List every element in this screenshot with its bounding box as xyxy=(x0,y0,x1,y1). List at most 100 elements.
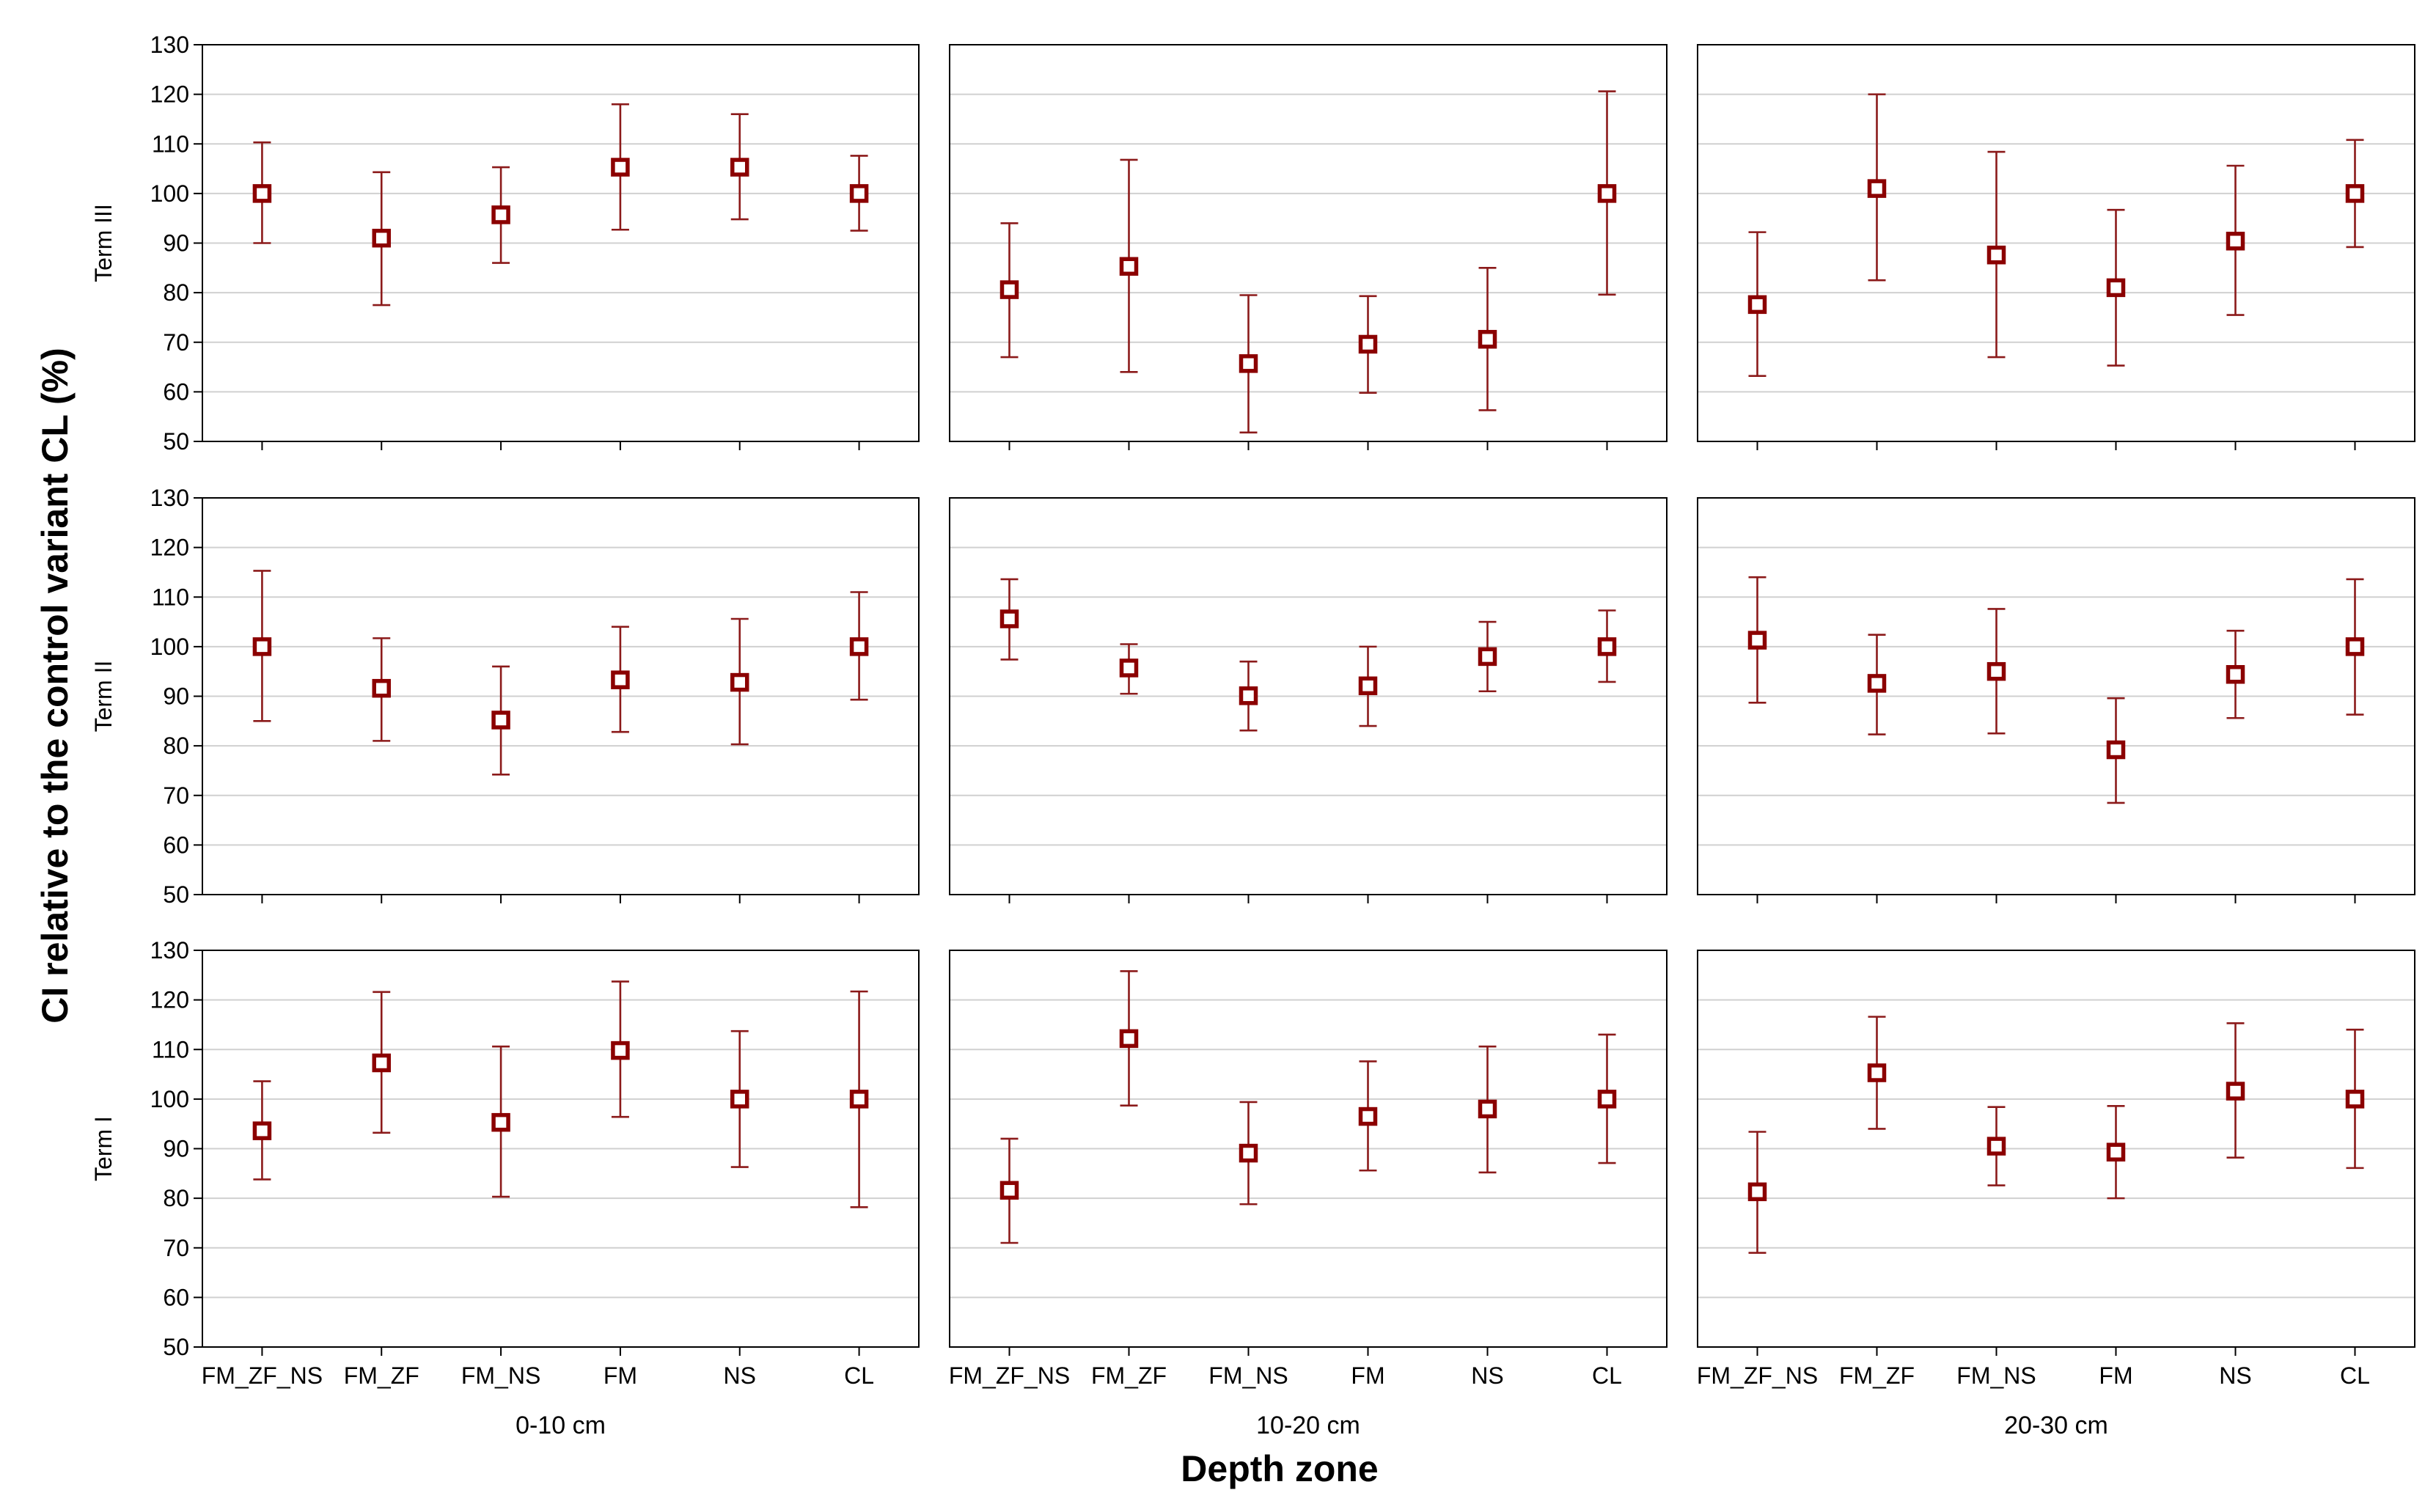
mean-marker-ns xyxy=(1478,329,1497,349)
mean-marker-fm-ns xyxy=(491,711,510,730)
y-tick-label: 130 xyxy=(150,485,189,511)
mean-marker-fm-zf xyxy=(1119,658,1139,678)
y-axis-title: CI relative to the control variant CL (%… xyxy=(34,348,76,1023)
y-tick-label: 110 xyxy=(152,1036,189,1063)
mean-marker-fm-zf xyxy=(1867,674,1887,693)
mean-marker-fm-zf-ns xyxy=(252,1121,272,1140)
mean-marker-fm-zf-ns xyxy=(252,184,272,203)
y-tick-label: 100 xyxy=(150,634,189,660)
mean-marker-fm-ns xyxy=(1986,661,2006,681)
panel-term-iii-0-10-cm: 50 60 70 80 90 100 110 120 130 Term III xyxy=(90,32,920,455)
mean-marker-cl xyxy=(1597,637,1617,656)
x-tick-label: FM_ZF xyxy=(344,1362,419,1389)
term-label-term-iii: Term III xyxy=(90,204,117,282)
mean-marker-ns xyxy=(1478,647,1497,667)
mean-marker-ns xyxy=(2226,232,2245,251)
y-tick-label: 120 xyxy=(150,81,189,108)
panel-term-ii-20-30-cm xyxy=(1697,497,2415,903)
x-tick-label: FM_ZF_NS xyxy=(949,1362,1070,1389)
y-tick-label: 70 xyxy=(163,782,189,809)
mean-marker-cl xyxy=(2345,637,2365,656)
term-label-term-ii: Term II xyxy=(90,661,117,733)
mean-marker-fm-zf-ns xyxy=(1747,295,1767,315)
y-tick-label: 110 xyxy=(152,131,189,157)
x-tick-label: NS xyxy=(1471,1362,1503,1389)
y-tick-label: 120 xyxy=(150,987,189,1013)
mean-marker-ns xyxy=(1478,1099,1497,1119)
x-tick-label: NS xyxy=(2219,1362,2251,1389)
mean-marker-ns xyxy=(2226,1082,2245,1101)
mean-marker-ns xyxy=(730,158,749,177)
y-tick-label: 60 xyxy=(163,378,189,405)
mean-marker-fm-ns xyxy=(1986,245,2006,265)
x-tick-label: CL xyxy=(2340,1362,2370,1389)
mean-marker-fm-zf xyxy=(372,678,391,698)
y-tick-label: 60 xyxy=(163,1284,189,1310)
zone-label-10-20-cm: 10-20 cm xyxy=(1256,1412,1360,1439)
y-tick-label: 90 xyxy=(163,683,189,710)
mean-marker-fm-zf xyxy=(1867,1063,1887,1082)
x-tick-label: FM xyxy=(2099,1362,2132,1389)
panel-frame xyxy=(1697,497,2415,895)
panel-term-ii-10-20-cm xyxy=(949,497,1668,903)
mean-marker-fm-ns xyxy=(491,1112,510,1132)
x-tick-label: FM xyxy=(604,1362,637,1389)
mean-marker-fm-zf-ns xyxy=(999,280,1019,299)
mean-marker-cl xyxy=(1597,184,1617,203)
mean-marker-cl xyxy=(849,1090,869,1109)
mean-marker-fm xyxy=(2106,740,2126,760)
mean-marker-fm-zf xyxy=(372,1053,391,1073)
y-tick-label: 70 xyxy=(163,329,189,356)
mean-marker-fm-zf xyxy=(1119,1029,1139,1049)
panel-term-iii-20-30-cm xyxy=(1697,44,2415,450)
mean-marker-ns xyxy=(730,1090,749,1109)
panel-term-ii-0-10-cm: 50 60 70 80 90 100 110 120 130 Term II xyxy=(90,485,920,908)
zone-label-20-30-cm: 20-30 cm xyxy=(2004,1412,2108,1439)
mean-marker-fm-zf xyxy=(1119,257,1139,276)
mean-marker-fm xyxy=(2106,1142,2126,1161)
y-tick-label: 80 xyxy=(163,279,189,306)
y-tick-label: 80 xyxy=(163,1185,189,1211)
y-tick-label: 50 xyxy=(163,881,189,908)
x-tick-label: FM_ZF_NS xyxy=(1697,1362,1818,1389)
panel-term-iii-10-20-cm xyxy=(949,44,1668,450)
x-axis-title: Depth zone xyxy=(1181,1448,1378,1489)
y-tick-label: 130 xyxy=(150,32,189,58)
y-tick-label: 50 xyxy=(163,428,189,455)
x-tick-label: FM_ZF xyxy=(1839,1362,1915,1389)
y-tick-label: 90 xyxy=(163,230,189,257)
x-tick-label: FM_NS xyxy=(461,1362,540,1389)
y-tick-label: 60 xyxy=(163,832,189,858)
mean-marker-ns xyxy=(730,672,749,692)
x-tick-label: FM_ZF xyxy=(1091,1362,1167,1389)
mean-marker-fm-zf-ns xyxy=(1747,1182,1767,1202)
panel-frame xyxy=(949,497,1668,895)
mean-marker-fm-ns xyxy=(1239,354,1258,373)
mean-marker-cl xyxy=(1597,1090,1617,1109)
panel-frame xyxy=(949,44,1668,442)
y-tick-label: 100 xyxy=(150,180,189,207)
x-tick-label: FM xyxy=(1351,1362,1384,1389)
mean-marker-fm-zf-ns xyxy=(252,637,272,656)
mean-marker-cl xyxy=(2345,1090,2365,1109)
mean-marker-fm-zf-ns xyxy=(999,1181,1019,1200)
mean-marker-fm-ns xyxy=(1239,686,1258,705)
mean-marker-cl xyxy=(849,184,869,203)
mean-marker-fm-ns xyxy=(1986,1137,2006,1156)
x-tick-label: CL xyxy=(844,1362,874,1389)
panel-frame xyxy=(1697,44,2415,442)
x-tick-label: FM_NS xyxy=(1956,1362,2036,1389)
zone-label-0-10-cm: 0-10 cm xyxy=(516,1412,606,1439)
panel-term-i-0-10-cm: 50 60 70 80 90 100 110 120 130 Term I FM_ZF_NS FM_Z… xyxy=(90,937,920,1439)
mean-marker-fm-ns xyxy=(491,205,510,224)
x-tick-label: FM_ZF_NS xyxy=(202,1362,323,1389)
y-tick-label: 100 xyxy=(150,1086,189,1112)
mean-marker-fm xyxy=(1358,676,1378,696)
panels-layer: 50 60 70 80 90 100 110 120 130 Term III 50 60 70 80 90… xyxy=(90,32,2415,1439)
mean-marker-fm-zf-ns xyxy=(999,609,1019,628)
y-tick-label: 130 xyxy=(150,937,189,964)
x-tick-label: FM_NS xyxy=(1208,1362,1288,1389)
mean-marker-cl xyxy=(849,637,869,656)
mean-marker-fm xyxy=(611,1041,630,1060)
mean-marker-fm-zf xyxy=(1867,179,1887,198)
